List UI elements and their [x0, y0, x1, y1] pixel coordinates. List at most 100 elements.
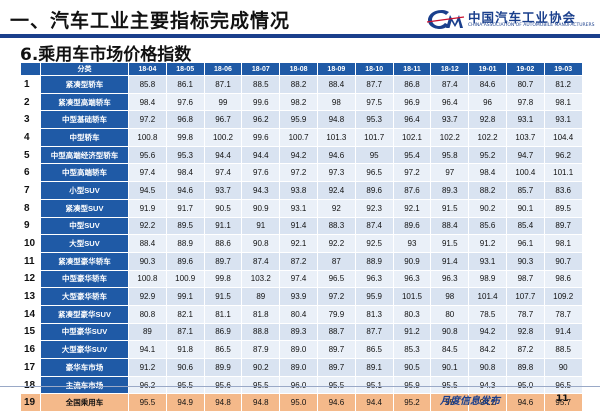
header-cell-month: 19-03 [543, 62, 583, 76]
table-cell: 100.8 [128, 128, 167, 147]
table-cell: 89.0 [279, 340, 318, 359]
table-cell: 87 [316, 251, 356, 271]
row-index: 10 [20, 234, 41, 253]
header-cell-month: 18-12 [430, 62, 470, 76]
table-cell: 96.1 [505, 234, 545, 253]
table-cell: 95.5 [128, 393, 167, 413]
table-cell: 89.1 [354, 358, 394, 377]
header-cell-month: 18-11 [392, 62, 432, 76]
section-title: 6.乘用车市场价格指数 [20, 45, 192, 65]
table-cell: 89.8 [505, 358, 545, 377]
row-index: 1 [20, 75, 41, 94]
table-cell: 96 [468, 92, 507, 112]
table-cell: 93.7 [203, 181, 243, 200]
table-cell: 102.1 [392, 128, 432, 147]
table-cell: 93.1 [468, 251, 507, 271]
table-cell: 92.8 [505, 322, 545, 342]
table-cell: 94.5 [128, 181, 167, 200]
table-cell: 88.5 [543, 340, 583, 359]
table-cell: 100.8 [128, 269, 167, 289]
table-cell: 80.3 [392, 304, 432, 324]
table-cell: 100.7 [279, 128, 318, 147]
table-cell: 95.9 [354, 287, 394, 306]
row-category: 主流车市场 [40, 375, 129, 395]
table-cell: 96.5 [543, 375, 583, 395]
table-cell: 88.4 [316, 75, 356, 94]
table-cell: 95.8 [430, 145, 470, 165]
table-cell: 103.2 [241, 269, 281, 289]
table-cell: 91.5 [430, 234, 470, 253]
table-cell: 94.3 [468, 375, 507, 395]
table-cell: 98.6 [543, 269, 583, 289]
table-cell: 85.4 [505, 216, 545, 236]
table-cell: 99.8 [203, 269, 243, 289]
row-category: 紧凑型豪华SUV [40, 304, 129, 324]
table-cell: 107.7 [505, 287, 545, 306]
page-title: 一、汽车工业主要指标完成情况 [10, 10, 291, 32]
table-cell: 78.7 [505, 304, 545, 324]
table-cell: 86.5 [354, 340, 394, 359]
table-row: 14 紧凑型豪华SUV 80.8 82.1 81.1 81.8 80.4 79.9 81.3 80… [20, 304, 583, 324]
row-category: 紧凑型高端轿车 [40, 92, 129, 112]
table-cell: 91.4 [430, 251, 470, 271]
table-cell: 98 [430, 287, 470, 306]
table-cell: 97.4 [203, 163, 243, 183]
table-row: 8 紧凑型SUV 91.9 91.7 90.5 90.9 93.1 92 92.3 92.1 91.… [20, 198, 583, 218]
table-cell: 91.1 [203, 216, 243, 236]
row-category: 中型豪华SUV [40, 322, 129, 342]
table-cell: 81.8 [241, 304, 281, 324]
table-cell: 98 [316, 92, 356, 112]
table-cell: 92.1 [392, 198, 432, 218]
table-cell: 102.2 [468, 128, 507, 147]
table-cell: 97.2 [128, 110, 167, 130]
table-cell: 92.2 [316, 234, 356, 253]
table-cell: 88.4 [430, 216, 470, 236]
table-cell: 94.2 [279, 145, 318, 165]
table-cell: 87.4 [241, 251, 281, 271]
table-cell: 86.1 [165, 75, 205, 94]
table-cell: 101.4 [468, 287, 507, 306]
row-index: 17 [20, 358, 41, 377]
row-index: 19 [20, 393, 41, 413]
row-category: 中型基础轿车 [40, 110, 129, 130]
table-cell: 89.7 [203, 251, 243, 271]
table-cell: 96.3 [430, 269, 470, 289]
table-cell: 96.2 [241, 110, 281, 130]
table-cell: 91.2 [392, 322, 432, 342]
header-cell-month: 19-01 [468, 62, 507, 76]
table-cell: 90.3 [128, 251, 167, 271]
table-cell: 91.2 [468, 234, 507, 253]
table-cell: 97.8 [505, 92, 545, 112]
table-cell: 86.9 [203, 322, 243, 342]
table-cell: 80.7 [505, 75, 545, 94]
row-index: 8 [20, 198, 41, 218]
table-cell: 93.1 [505, 110, 545, 130]
table-row: 19 全国乘用车 95.5 94.9 94.8 94.8 95.0 94.6 94.4 95.2 9… [20, 393, 583, 413]
table-cell: 91 [241, 216, 281, 236]
table-row: 11 紧凑型豪华轿车 90.3 89.6 89.7 87.4 87.2 87 88.9 90.9 9… [20, 251, 583, 271]
page-number: 11 [556, 394, 569, 404]
table-cell: 100.2 [203, 128, 243, 147]
table-cell: 91.7 [165, 198, 205, 218]
table-cell: 95.6 [128, 145, 167, 165]
table-row: 2 紧凑型高端轿车 98.4 97.6 99 99.6 98.2 98 97.5 96.9 96.4… [20, 92, 583, 112]
row-index: 9 [20, 216, 41, 236]
table-cell: 87.4 [354, 216, 394, 236]
table-cell: 93 [392, 234, 432, 253]
row-category: 紧凑型轿车 [40, 75, 129, 94]
table-cell: 94.2 [468, 322, 507, 342]
table-cell: 96.4 [430, 92, 470, 112]
table-cell: 97.2 [392, 163, 432, 183]
table-cell: 92.4 [316, 181, 356, 200]
table-cell: 99.6 [241, 128, 281, 147]
row-category: 大型SUV [40, 234, 129, 253]
table-cell: 85.6 [468, 216, 507, 236]
table-cell: 95.5 [165, 375, 205, 395]
table-cell: 96.3 [354, 269, 394, 289]
table-cell: 88.9 [354, 251, 394, 271]
table-cell: 88.5 [241, 75, 281, 94]
table-cell: 109.2 [543, 287, 583, 306]
table-cell: 101.7 [354, 128, 394, 147]
table-row: 12 中型豪华轿车 100.8 100.9 99.8 103.2 97.4 96.5 96.3 9… [20, 269, 583, 289]
table-cell: 92 [316, 198, 356, 218]
